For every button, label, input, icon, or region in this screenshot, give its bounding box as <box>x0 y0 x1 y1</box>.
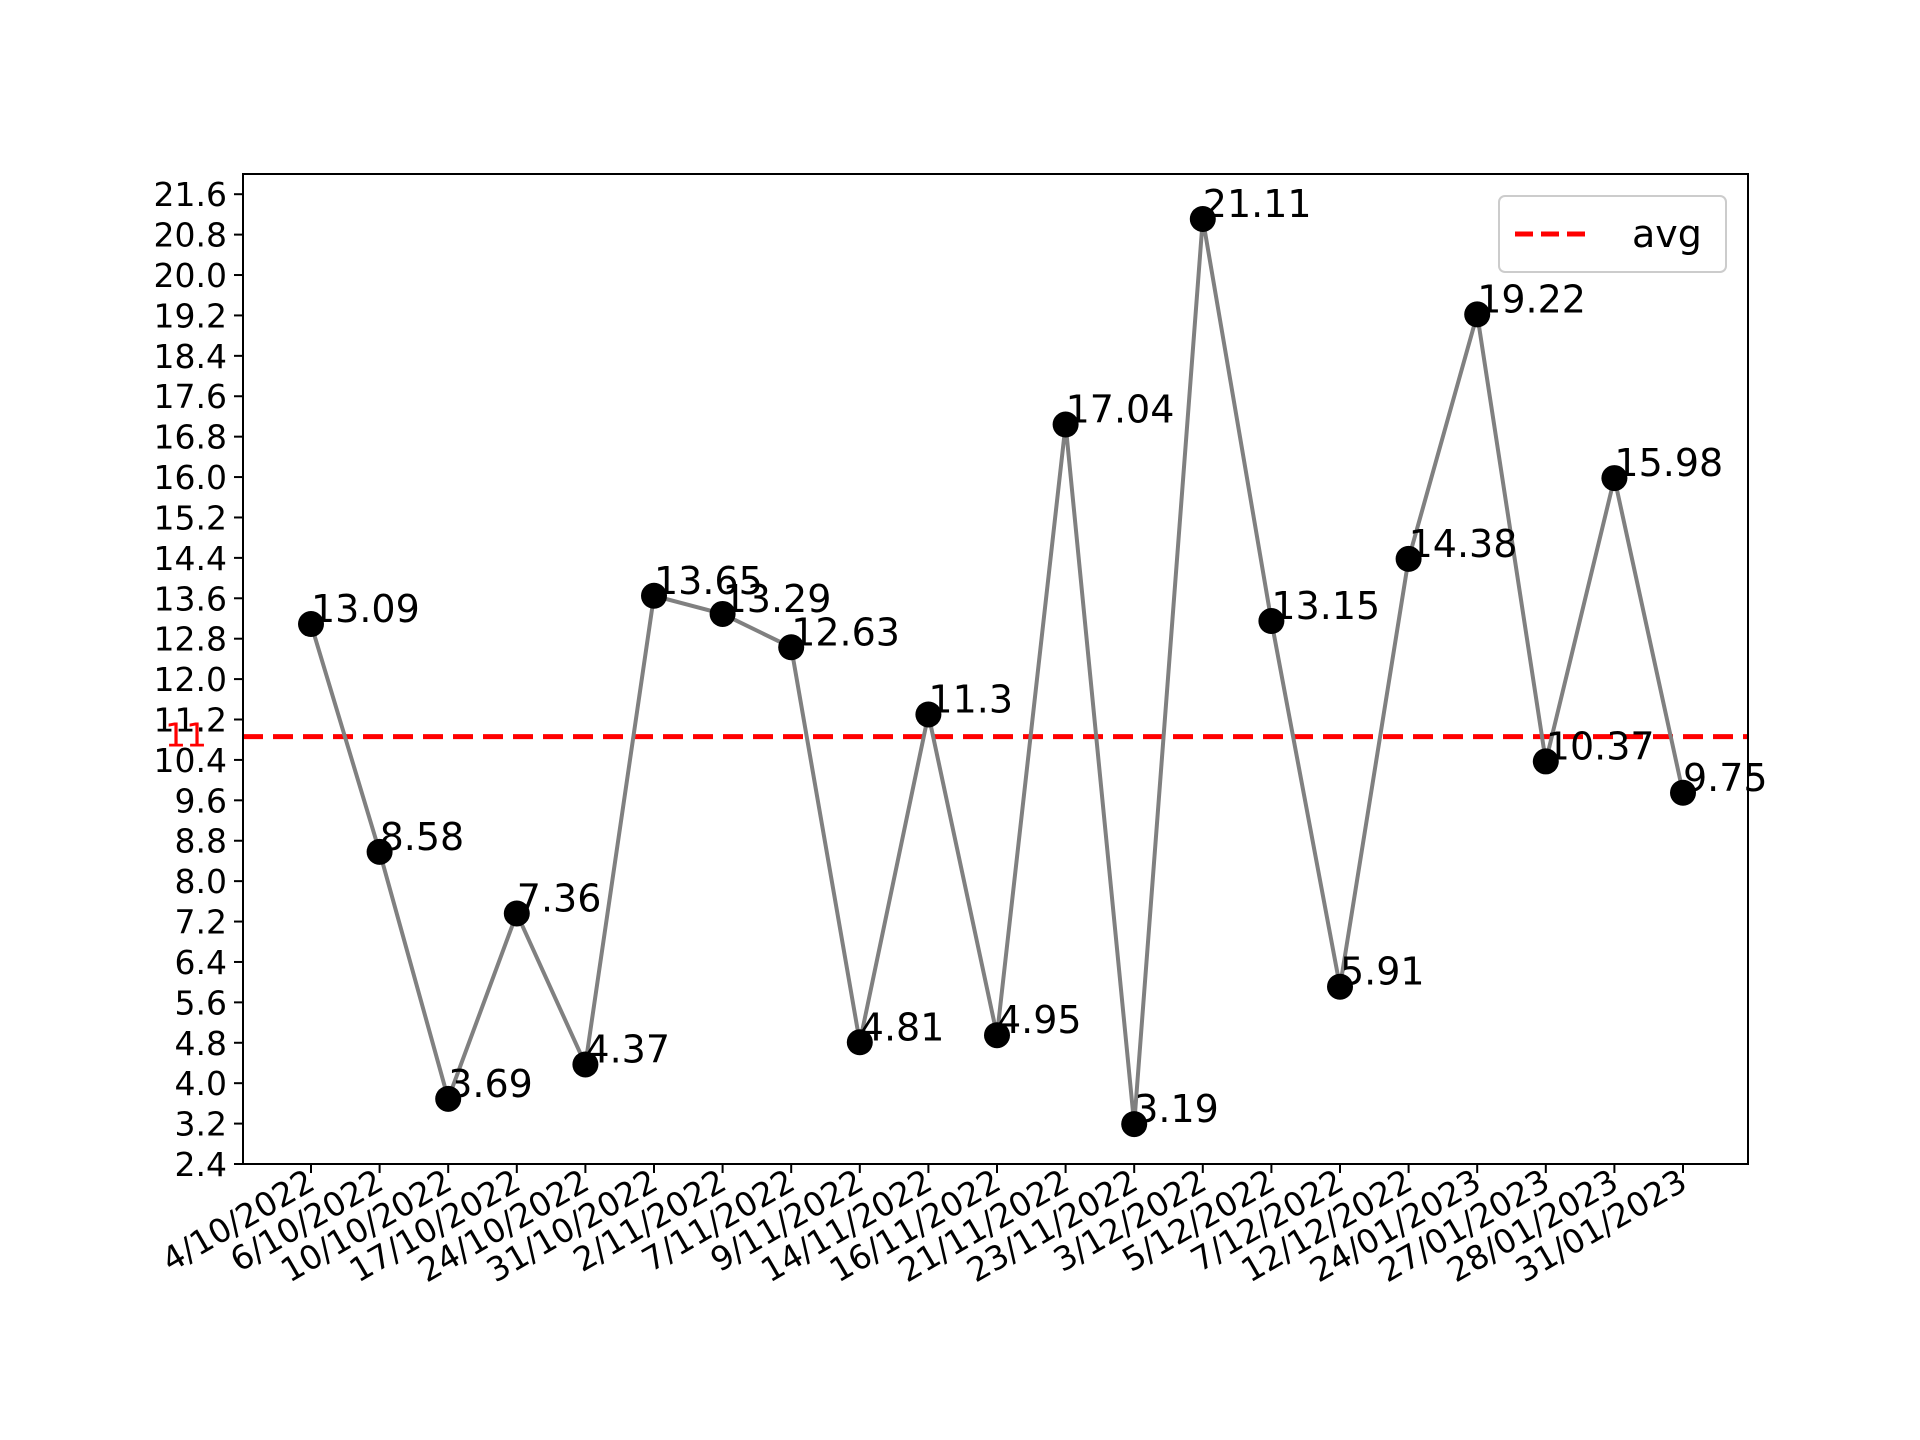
data-label: 15.98 <box>1614 441 1723 485</box>
y-tick-label: 2.4 <box>175 1145 227 1184</box>
data-point <box>1601 465 1628 492</box>
data-label: 12.63 <box>791 610 900 654</box>
data-label: 21.11 <box>1203 182 1312 226</box>
data-point <box>1189 205 1216 232</box>
data-point <box>1532 748 1559 775</box>
data-point <box>915 701 942 728</box>
y-tick-label: 8.0 <box>175 862 227 901</box>
data-label: 13.29 <box>723 577 832 621</box>
data-label: 3.19 <box>1134 1087 1219 1131</box>
data-label: 4.81 <box>860 1005 945 1049</box>
y-tick-label: 5.6 <box>175 983 227 1022</box>
data-label: 8.58 <box>380 815 465 859</box>
y-tick-label: 6.4 <box>175 943 227 982</box>
data-label: 13.65 <box>654 559 763 603</box>
y-tick-label: 12.8 <box>154 620 227 659</box>
data-point <box>435 1085 462 1112</box>
data-point <box>1327 973 1353 1000</box>
data-label: 4.95 <box>997 998 1082 1042</box>
data-point <box>709 600 736 627</box>
data-point <box>1464 301 1491 328</box>
y-tick-label: 7.2 <box>175 903 227 942</box>
y-tick-label: 18.4 <box>154 337 227 376</box>
y-tick-label: 13.6 <box>154 579 227 618</box>
data-point <box>1670 779 1696 806</box>
data-label: 5.91 <box>1340 950 1425 994</box>
y-tick-label: 4.0 <box>175 1064 227 1103</box>
y-tick-label: 17.6 <box>154 377 227 416</box>
y-tick-label: 11.2 <box>154 701 227 740</box>
y-tick-label: 9.6 <box>175 781 227 820</box>
data-point <box>1395 545 1422 572</box>
legend: avg <box>1498 195 1727 273</box>
y-tick-label: 14.4 <box>154 539 227 578</box>
data-label: 9.75 <box>1683 756 1768 800</box>
y-tick-label: 16.8 <box>154 418 227 457</box>
data-point <box>366 838 393 865</box>
average-value-label: 11 <box>165 716 207 755</box>
data-point <box>1121 1111 1148 1138</box>
data-point <box>778 634 805 661</box>
data-point <box>503 900 530 927</box>
legend-box <box>1498 195 1727 273</box>
data-label: 13.09 <box>311 587 420 631</box>
plot-area: 2.43.24.04.85.66.47.28.08.89.610.411.212… <box>154 175 1768 1290</box>
data-label: 14.38 <box>1409 522 1518 566</box>
data-label: 17.04 <box>1066 388 1175 432</box>
y-tick-label: 15.2 <box>154 498 227 537</box>
y-tick-label: 8.8 <box>175 822 227 861</box>
data-point <box>572 1051 599 1078</box>
y-tick-label: 20.8 <box>154 216 227 255</box>
y-tick-label: 12.0 <box>154 660 227 699</box>
y-tick-label: 19.2 <box>154 296 227 335</box>
data-point <box>298 611 324 638</box>
data-point <box>846 1029 873 1056</box>
data-point <box>1052 411 1079 438</box>
data-label: 19.22 <box>1477 277 1586 321</box>
y-tick-label: 10.4 <box>154 741 227 780</box>
axes-frame <box>242 173 1749 1165</box>
legend-avg-label: avg <box>1632 212 1702 256</box>
data-label: 4.37 <box>585 1027 670 1071</box>
data-label: 13.15 <box>1271 584 1380 628</box>
y-tick-label: 16.0 <box>154 458 227 497</box>
y-tick-label: 4.8 <box>175 1024 227 1063</box>
data-label: 10.37 <box>1546 724 1655 768</box>
y-tick-label: 20.0 <box>154 256 227 295</box>
y-tick-label: 3.2 <box>175 1105 227 1144</box>
data-label: 7.36 <box>517 876 602 920</box>
data-label: 11.3 <box>928 677 1013 721</box>
data-point <box>641 582 667 609</box>
data-point <box>1258 608 1285 635</box>
y-tick-label: 21.6 <box>154 175 227 214</box>
series-line <box>309 218 1685 1125</box>
data-point <box>984 1022 1010 1049</box>
data-label: 3.69 <box>448 1062 533 1106</box>
